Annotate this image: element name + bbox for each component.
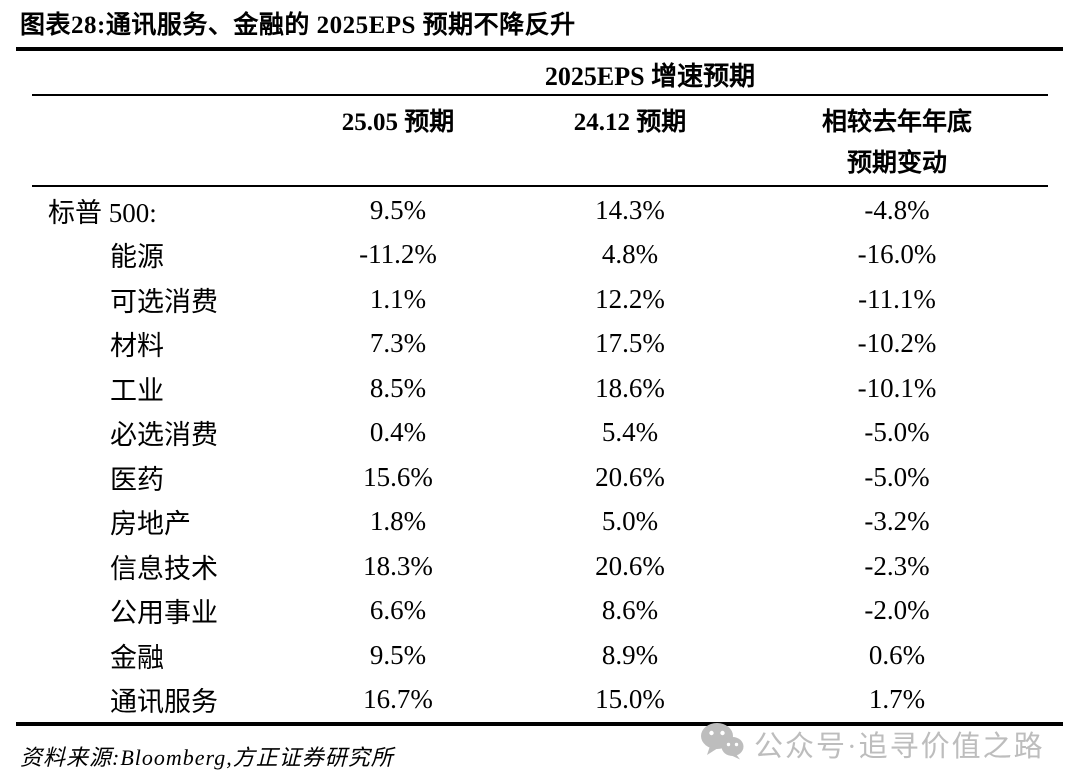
column-header-change-line2: 预期变动 [846,150,947,177]
cell-value: 9.5% [369,639,427,670]
cell-value: 18.3% [363,550,433,581]
table-row: 可选消费 1.1% 12.2% -11.1% [32,277,1048,322]
cell-value: 7.3% [369,328,427,359]
table-row: 必选消费 0.4% 5.4% -5.0% [32,411,1048,456]
cell-value: -5.0% [864,461,930,492]
cell-value: 12.2% [595,283,665,314]
cell-value: -3.2% [864,506,930,537]
cell-value: 6.6% [369,595,427,626]
row-label: 信息技术 [110,553,218,584]
cell-value: 17.5% [595,328,665,359]
cell-value: 20.6% [595,461,665,492]
cell-value: 1.8% [369,506,427,537]
cell-value: 1.1% [369,283,427,314]
cell-value: 4.8% [601,239,659,270]
table-row: 信息技术 18.3% 20.6% -2.3% [32,544,1048,589]
divider-under-group-header [32,94,1048,96]
source-note: 资料来源:Bloomberg,方正证券研究所 [20,745,394,770]
row-label: 能源 [110,242,164,273]
watermark: 公众号·追寻价值之路 [700,722,1045,765]
table-row: 通讯服务 16.7% 15.0% 1.7% [32,678,1048,723]
table-row: 金融 9.5% 8.9% 0.6% [32,633,1048,678]
row-label: 材料 [110,331,164,362]
cell-value: 9.5% [369,194,427,225]
cell-value: -2.3% [864,550,930,581]
table-body: 标普 500: 9.5% 14.3% -4.8% 能源 -11.2% 4.8% -16.0% 可… [32,188,1048,722]
cell-value: -11.2% [359,239,437,270]
table-row: 工业 8.5% 18.6% -10.1% [32,366,1048,411]
row-label: 可选消费 [110,286,218,317]
table-row: 房地产 1.8% 5.0% -3.2% [32,500,1048,545]
divider-bottom [16,722,1063,726]
cell-value: -16.0% [857,239,937,270]
column-header-row-label [32,102,282,184]
cell-value: 5.4% [601,417,659,448]
row-label: 通讯服务 [110,687,218,718]
figure-title: 图表28:通讯服务、金融的 2025EPS 预期不降反升 [20,12,576,39]
cell-value: 20.6% [595,550,665,581]
cell-value: 15.0% [595,684,665,715]
row-label: 金融 [110,642,164,673]
divider-top [16,47,1063,51]
cell-value: 8.9% [601,639,659,670]
table-row: 标普 500: 9.5% 14.3% -4.8% [32,188,1048,233]
cell-value: 8.5% [369,372,427,403]
cell-value: -4.8% [864,194,930,225]
row-label: 房地产 [110,509,191,540]
table-group-header: 2025EPS 增速预期 [544,62,756,91]
wechat-icon [700,722,744,765]
column-header-2412: 24.12 预期 [573,109,687,136]
row-label: 工业 [110,375,164,406]
cell-value: 16.7% [363,684,433,715]
table-row: 公用事业 6.6% 8.6% -2.0% [32,589,1048,634]
column-header-change: 相较去年年底 预期变动 [746,102,1048,184]
cell-value: 5.0% [601,506,659,537]
cell-value: -11.1% [858,283,936,314]
cell-value: -5.0% [864,417,930,448]
cell-value: 0.6% [868,639,926,670]
cell-value: 14.3% [595,194,665,225]
divider-under-column-headers [32,185,1048,187]
row-label: 必选消费 [110,420,218,451]
row-label: 标普 500: [48,197,157,228]
cell-value: 15.6% [363,461,433,492]
watermark-text: 公众号·追寻价值之路 [754,730,1045,763]
cell-value: -2.0% [864,595,930,626]
cell-value: 18.6% [595,372,665,403]
cell-value: 8.6% [601,595,659,626]
table-row: 能源 -11.2% 4.8% -16.0% [32,233,1048,278]
row-label: 公用事业 [110,598,218,629]
column-header-change-line1: 相较去年年底 [821,109,972,136]
table-row: 医药 15.6% 20.6% -5.0% [32,455,1048,500]
cell-value: 0.4% [369,417,427,448]
row-label: 医药 [110,464,164,495]
table-column-headers: 25.05 预期 24.12 预期 相较去年年底 预期变动 [32,102,1048,184]
column-header-2505: 25.05 预期 [341,109,455,136]
cell-value: -10.1% [857,372,937,403]
cell-value: -10.2% [857,328,937,359]
table-row: 材料 7.3% 17.5% -10.2% [32,322,1048,367]
cell-value: 1.7% [868,684,926,715]
